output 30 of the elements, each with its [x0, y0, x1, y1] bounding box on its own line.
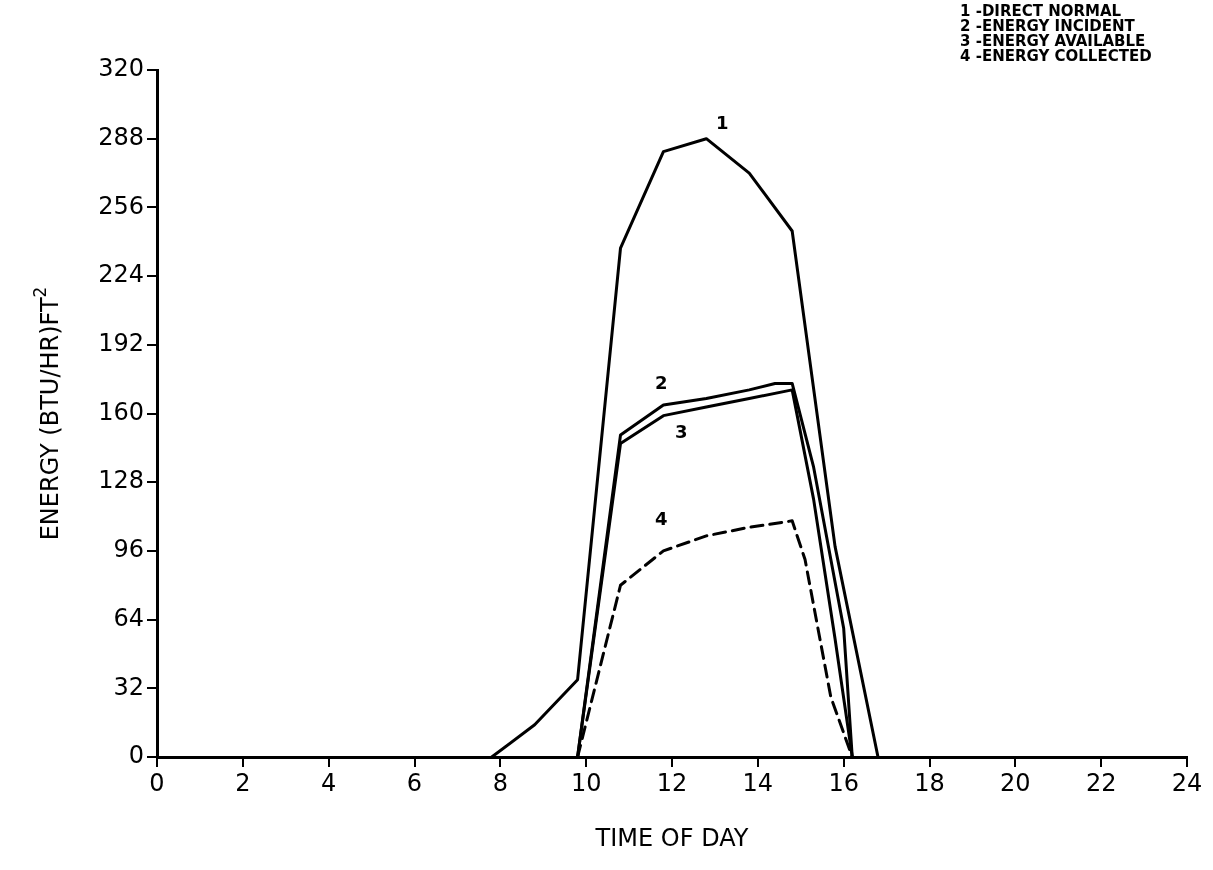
- y-tick-label: 320: [98, 54, 144, 83]
- x-tick-label: 0: [149, 768, 165, 797]
- x-tick-label: 12: [656, 768, 688, 797]
- x-tick-label: 18: [914, 768, 945, 797]
- x-tick-label: 4: [321, 768, 337, 797]
- series-label: 4: [655, 507, 668, 529]
- x-tick-label: 20: [1000, 768, 1031, 797]
- y-tick-label: 64: [113, 603, 144, 632]
- x-tick-label: 8: [492, 768, 508, 797]
- x-tick-label: 22: [1085, 768, 1117, 797]
- series-label: 3: [675, 420, 688, 442]
- y-tick-label: 128: [98, 466, 144, 495]
- x-tick-label: 6: [406, 768, 423, 797]
- y-tick-label: 224: [98, 260, 144, 289]
- x-tick-label: 14: [742, 768, 774, 797]
- y-tick-label: 160: [98, 397, 144, 426]
- series-label: 2: [655, 372, 668, 394]
- y-tick-label: 256: [98, 191, 144, 220]
- y-tick-label: 288: [98, 122, 144, 151]
- y-tick-label: 192: [98, 329, 144, 358]
- x-tick-label: 16: [828, 768, 859, 797]
- x-tick-label: 24: [1171, 768, 1203, 797]
- x-tick-label: 10: [570, 768, 602, 797]
- y-tick-label: 32: [113, 672, 144, 701]
- x-axis-title: TIME OF DAY: [594, 824, 749, 853]
- series-label: 1: [716, 112, 729, 134]
- y-axis-title: ENERGY (BTU/HR)FT2: [29, 286, 65, 541]
- y-tick-label: 96: [113, 535, 144, 564]
- y-tick-label: 0: [128, 741, 144, 770]
- x-tick-label: 2: [235, 768, 251, 797]
